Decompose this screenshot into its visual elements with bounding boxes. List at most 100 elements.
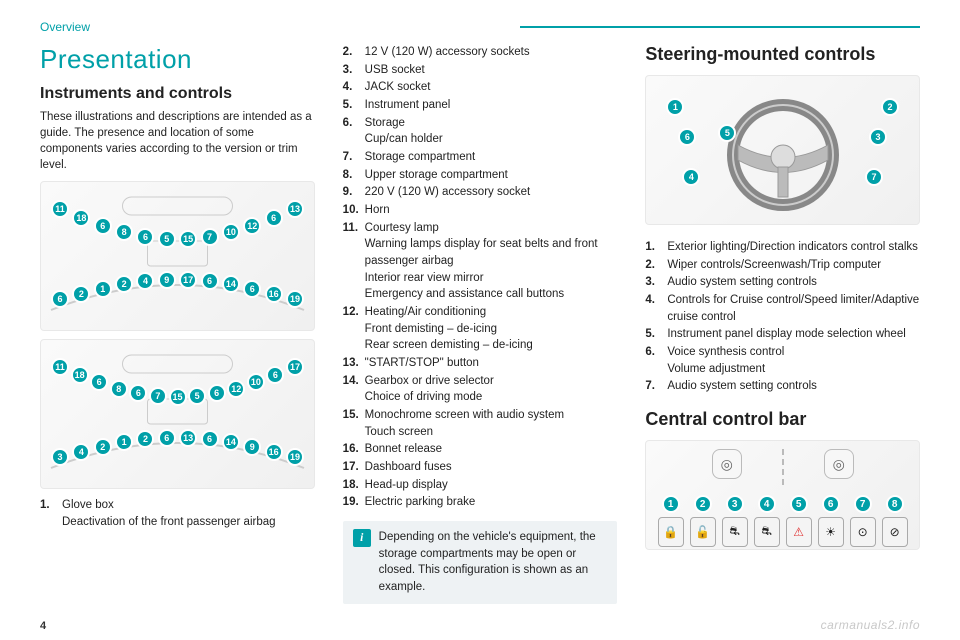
item-text: Audio system setting controls [667, 378, 920, 395]
list-item: 6.Voice synthesis control Volume adjustm… [645, 344, 920, 377]
list-below-diagrams: 1.Glove box Deactivation of the front pa… [40, 497, 315, 530]
info-box: i Depending on the vehicle's equipment, … [343, 521, 618, 604]
overview-label: Overview [40, 20, 90, 34]
steering-wheel-diagram: 1 2 5 6 3 4 7 [645, 75, 920, 225]
item-text: JACK socket [365, 79, 618, 96]
list-item: 3.USB socket [343, 62, 618, 79]
callout-dot: 8 [115, 223, 133, 241]
callout-dot: 17 [179, 271, 197, 289]
wheel-callout-4: 4 [682, 168, 700, 186]
item-number: 5. [343, 97, 365, 114]
list-item: 1.Glove box Deactivation of the front pa… [40, 497, 315, 530]
list-item: 9.220 V (120 W) accessory socket [343, 184, 618, 201]
list-item: 13."START/STOP" button [343, 355, 618, 372]
manual-page: Overview Presentation Instruments and co… [0, 0, 960, 640]
callout-dot: 13 [179, 429, 197, 447]
item-text: Horn [365, 202, 618, 219]
bar-callout: 6 [822, 495, 840, 513]
item-number: 3. [343, 62, 365, 79]
dashboard-diagram-a: 1118686515710126136212491761461619 [40, 181, 315, 331]
callout-dot: 15 [169, 388, 187, 406]
columns: Presentation Instruments and controls Th… [40, 44, 920, 604]
item-number: 2. [343, 44, 365, 61]
separator-icon [782, 449, 784, 485]
item-text: Wiper controls/Screenwash/Trip computer [667, 257, 920, 274]
callout-dot: 6 [265, 209, 283, 227]
callout-dot: 8 [110, 380, 128, 398]
item-text: Storage compartment [365, 149, 618, 166]
list-item: 2.12 V (120 W) accessory sockets [343, 44, 618, 61]
bar-slot: 1🔒 [658, 495, 684, 547]
callout-dot: 10 [222, 223, 240, 241]
wheel-small-icon: ◎ [712, 449, 742, 479]
column-right: Steering-mounted controls 1 2 5 6 3 4 7 … [645, 44, 920, 604]
item-number: 7. [645, 378, 667, 395]
page-title: Presentation [40, 44, 315, 75]
instruments-list: 2.12 V (120 W) accessory sockets3.USB so… [343, 44, 618, 511]
wheel-callout-3: 3 [869, 128, 887, 146]
bar-callout: 2 [694, 495, 712, 513]
list-item: 17.Dashboard fuses [343, 459, 618, 476]
callout-dot: 9 [158, 271, 176, 289]
bar-callout: 5 [790, 495, 808, 513]
watermark: carmanuals2.info [821, 618, 920, 632]
list-item: 10.Horn [343, 202, 618, 219]
bar-slot: 7⊙ [850, 495, 876, 547]
item-number: 5. [645, 326, 667, 343]
wheel-callout-2: 2 [881, 98, 899, 116]
callout-dot: 12 [243, 217, 261, 235]
item-text: Head-up display [365, 477, 618, 494]
info-text: Depending on the vehicle's equipment, th… [379, 529, 608, 596]
list-item: 2.Wiper controls/Screenwash/Trip compute… [645, 257, 920, 274]
central-bar-diagram: ◎ ◎ 1🔒2🔓3⛐4⛐5⚠6☀7⊙8⊘ [645, 440, 920, 550]
list-item: 5.Instrument panel display mode selectio… [645, 326, 920, 343]
item-text: "START/STOP" button [365, 355, 618, 372]
callout-dot: 9 [243, 438, 261, 456]
list-item: 18.Head-up display [343, 477, 618, 494]
callout-dot: 7 [201, 228, 219, 246]
wheel-callout-6: 6 [678, 128, 696, 146]
item-text: 220 V (120 W) accessory socket [365, 184, 618, 201]
list-item: 6.Storage Cup/can holder [343, 115, 618, 148]
dashboard-diagram-b: 11186867155612106173421261361491619 [40, 339, 315, 489]
intro-paragraph: These illustrations and descriptions are… [40, 109, 315, 173]
bar-callout: 4 [758, 495, 776, 513]
callout-dot: 5 [158, 230, 176, 248]
item-number: 7. [343, 149, 365, 166]
list-item: 15.Monochrome screen with audio system T… [343, 407, 618, 440]
item-number: 18. [343, 477, 365, 494]
list-item: 8.Upper storage compartment [343, 167, 618, 184]
bar-button-icon: ☀ [818, 517, 844, 547]
item-text: Instrument panel [365, 97, 618, 114]
item-text: Dashboard fuses [365, 459, 618, 476]
callout-dot: 6 [158, 429, 176, 447]
item-number: 14. [343, 373, 365, 406]
dashboard-outline-icon [41, 182, 314, 330]
header-bar: Overview [40, 20, 920, 34]
bar-button-icon: ⊙ [850, 517, 876, 547]
bar-button-icon: ⛐ [722, 517, 748, 547]
item-text: Monochrome screen with audio system Touc… [365, 407, 618, 440]
item-text: 12 V (120 W) accessory sockets [365, 44, 618, 61]
section-instruments-controls: Instruments and controls [40, 85, 315, 103]
bar-button-icon: ⊘ [882, 517, 908, 547]
wheel-callout-1: 1 [666, 98, 684, 116]
list-item: 1.Exterior lighting/Direction indicators… [645, 239, 920, 256]
item-number: 16. [343, 441, 365, 458]
wheel-small-icon: ◎ [824, 449, 854, 479]
bar-button-icon: ⛐ [754, 517, 780, 547]
item-text: Voice synthesis control Volume adjustmen… [667, 344, 920, 377]
section-central-bar: Central control bar [645, 409, 920, 430]
bar-callout: 3 [726, 495, 744, 513]
bar-bottom-row: 1🔒2🔓3⛐4⛐5⚠6☀7⊙8⊘ [646, 495, 919, 547]
item-number: 1. [40, 497, 62, 530]
callout-dot: 16 [265, 285, 283, 303]
list-item: 4.JACK socket [343, 79, 618, 96]
callout-dot: 12 [227, 380, 245, 398]
steering-wheel-icon [708, 85, 858, 215]
callout-dot: 6 [208, 384, 226, 402]
bar-slot: 5⚠ [786, 495, 812, 547]
item-text: Electric parking brake [365, 494, 618, 511]
list-item: 5.Instrument panel [343, 97, 618, 114]
item-number: 11. [343, 220, 365, 303]
